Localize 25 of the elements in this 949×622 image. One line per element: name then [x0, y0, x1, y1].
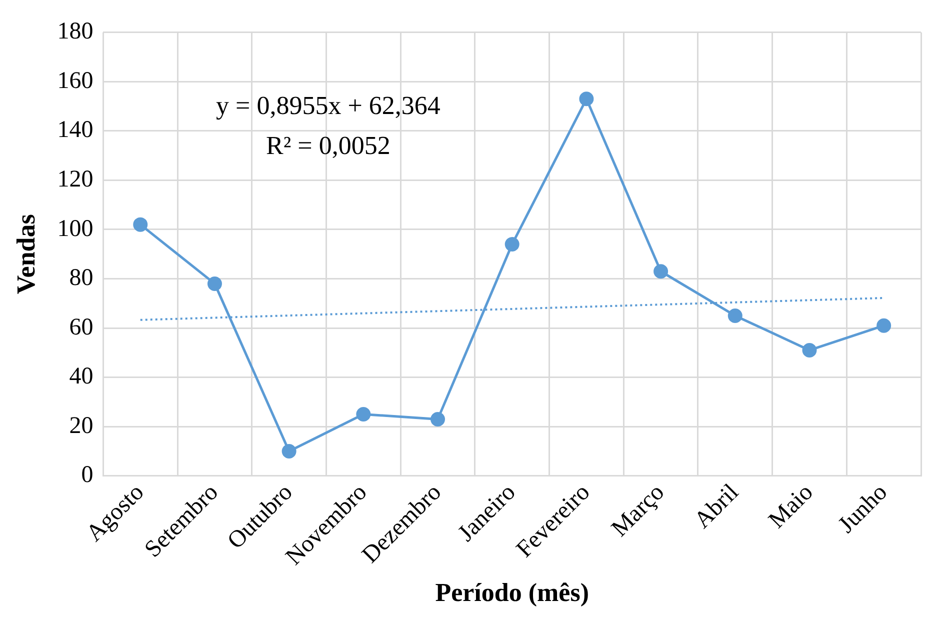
y-tick-label: 140: [57, 117, 94, 144]
point: [133, 217, 148, 232]
y-tick-label: 0: [81, 462, 94, 488]
y-tick-label: 180: [57, 18, 94, 45]
annotation: R² = 0,0052: [266, 131, 390, 160]
y-tick-label: 40: [69, 364, 94, 390]
y-tick-label: 80: [69, 265, 94, 292]
y-tick-label: 160: [57, 68, 94, 94]
point: [356, 407, 371, 422]
point: [654, 264, 668, 279]
point: [430, 412, 446, 426]
point: [876, 318, 892, 333]
y-tick-label: 120: [57, 166, 94, 193]
point: [728, 308, 742, 323]
annotation: y = 0,8955x + 62,364: [216, 91, 440, 120]
y-tick-label: 60: [69, 314, 94, 340]
point: [579, 92, 594, 106]
y-tick-label: 20: [69, 412, 94, 439]
point: [282, 444, 296, 458]
x-axis-title: Período (mês): [435, 578, 589, 608]
y-tick-label: 100: [57, 216, 94, 242]
point: [504, 237, 520, 252]
point: [207, 276, 222, 291]
point: [802, 342, 817, 358]
y-axis-title: Vendas: [11, 214, 40, 294]
